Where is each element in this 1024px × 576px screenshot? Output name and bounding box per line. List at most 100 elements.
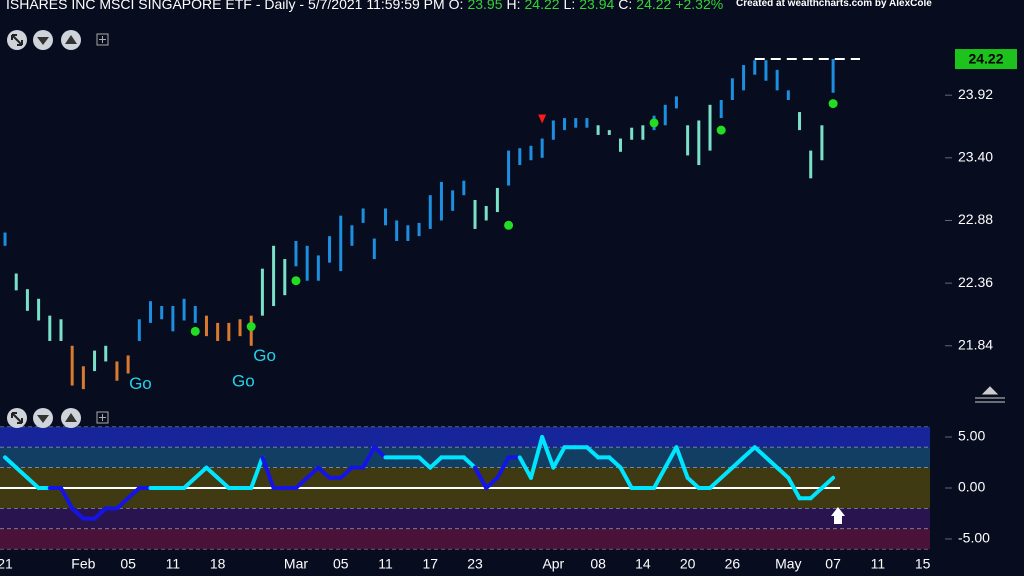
oscillator-segment: [786, 475, 802, 501]
price-bar: [507, 150, 511, 186]
oscillator-segment: [461, 455, 478, 470]
toolbar[interactable]: [7, 30, 109, 50]
price-bar: [719, 100, 723, 119]
price-bar: [339, 215, 343, 272]
oscillator-segment: [719, 465, 735, 480]
x-tick-label: 11: [378, 556, 393, 572]
price-bar: [216, 322, 220, 341]
add-button[interactable]: [96, 411, 109, 424]
y-tick-label: 23.40: [958, 149, 993, 165]
go-label: Go: [253, 346, 276, 365]
price-bar: [149, 301, 153, 323]
price-bar: [484, 206, 488, 221]
price-bar: [160, 306, 164, 320]
oscillator-segment: [663, 445, 679, 470]
oscillator-segment: [708, 475, 724, 490]
signal-dot: [291, 276, 301, 286]
icon: [11, 34, 23, 46]
change: +2.32%: [675, 0, 724, 12]
meta: - Daily - 5/7/2021 11:59:59 PM: [255, 0, 445, 12]
price-bar: [48, 315, 52, 341]
y-tick-label: 0.00: [958, 479, 985, 495]
price-bar: [742, 65, 746, 91]
add-button[interactable]: [96, 33, 109, 46]
zone-band: [0, 528, 930, 550]
oscillator-segment: [338, 465, 354, 480]
price-bar: [563, 118, 567, 131]
signal-arrow: [831, 507, 845, 524]
oscillator-segment: [126, 485, 142, 501]
price-bar: [697, 120, 701, 166]
warning-triangle: [538, 114, 547, 124]
price-bar: [361, 208, 365, 223]
price-bar: [204, 315, 208, 337]
price-bar: [14, 273, 18, 291]
price-bar: [283, 259, 287, 296]
oscillator-segment: [14, 465, 30, 480]
price-bar: [227, 322, 231, 341]
oscillator-segment: [551, 445, 567, 470]
oscillator-segment: [484, 475, 500, 490]
price-bar: [607, 130, 611, 135]
oscillator-segment: [372, 445, 388, 460]
price-bar: [3, 232, 7, 246]
x-tick-label: 14: [635, 556, 651, 572]
last-price-box: [955, 49, 1017, 70]
price-bar: [809, 150, 813, 179]
price-bar: [596, 125, 600, 135]
oscillator-segment: [204, 465, 220, 480]
price-bar: [551, 120, 555, 140]
price-bar: [104, 345, 108, 362]
icon: [99, 36, 106, 43]
oscillator-segment: [473, 465, 489, 490]
oscillator-segment: [674, 445, 690, 480]
oscillator-segment: [685, 475, 701, 490]
price-bar: [137, 319, 141, 341]
zone-band: [0, 508, 930, 529]
oscillator-segment: [25, 475, 41, 490]
x-tick-label: 23: [467, 556, 483, 572]
price-bar: [730, 78, 734, 100]
price-bar: [786, 90, 790, 100]
oscillator-segment: [540, 435, 556, 470]
x-tick-label: 21: [0, 556, 13, 572]
price-bar: [193, 306, 197, 323]
icon: [37, 415, 49, 423]
oscillator-segment: [775, 465, 791, 480]
price-bar: [171, 306, 175, 332]
oscillator-segment: [249, 455, 265, 490]
go-label: Go: [129, 374, 152, 393]
ohlc-label: L:: [563, 0, 576, 12]
x-tick-label: 08: [590, 556, 606, 572]
price-bar: [820, 125, 824, 161]
price-bar: [753, 60, 757, 75]
price-bar: [350, 225, 354, 246]
toolbar[interactable]: [7, 408, 109, 428]
price-bar: [93, 350, 97, 372]
oscillator-segment: [305, 465, 321, 480]
x-tick-label: 20: [680, 556, 696, 572]
price-bar: [462, 180, 466, 196]
ohlc-label: O:: [448, 0, 464, 12]
price-bar: [663, 104, 667, 126]
x-tick-label: 15: [915, 556, 931, 572]
oscillator-segment: [316, 465, 332, 480]
price-bar: [618, 138, 622, 152]
price-bar: [518, 148, 522, 166]
icon: [11, 412, 23, 424]
oscillator-segment: [260, 455, 276, 490]
oscillator-segment: [819, 475, 836, 490]
price-bar: [473, 200, 477, 229]
price-bar: [406, 225, 410, 241]
price-bar: [126, 355, 130, 374]
oscillator-segment: [730, 455, 746, 470]
x-tick-label: Mar: [284, 556, 308, 572]
oscillator-segment: [361, 445, 377, 470]
zone-band: [0, 426, 930, 448]
price-bar: [495, 187, 499, 213]
price-bar: [831, 59, 835, 93]
signal-dot: [246, 322, 256, 332]
panel-resize[interactable]: [975, 386, 1005, 403]
